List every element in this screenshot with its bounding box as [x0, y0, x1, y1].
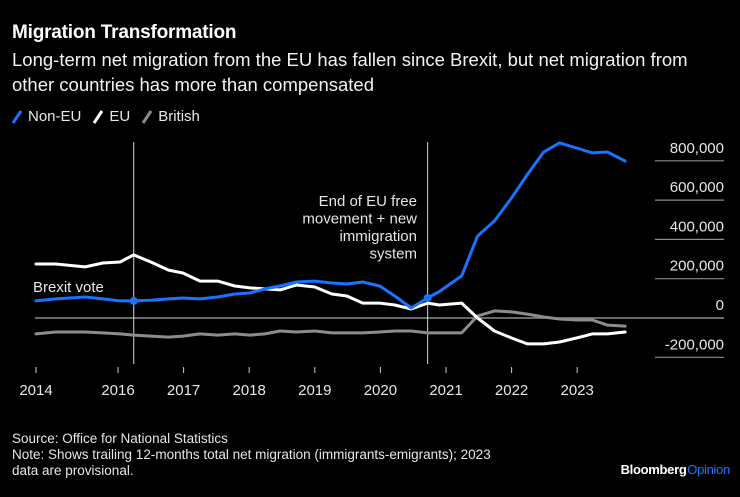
legend-item-eu: EU [93, 108, 130, 125]
series-line-british [34, 309, 627, 339]
y-tick-label: 800,000 [670, 140, 724, 157]
y-tick-label: 400,000 [670, 218, 724, 235]
x-tick-label: 2020 [364, 382, 397, 399]
legend-item-british: British [142, 108, 200, 125]
x-tick-label: 2019 [298, 382, 331, 399]
legend: Non-EU EU British [12, 108, 212, 125]
legend-item-non-eu: Non-EU [12, 108, 81, 125]
axis-labels: 800,000 600,000 400,000 200,000 0 -200,000 201… [19, 140, 724, 399]
y-tick-label: 0 [716, 297, 724, 314]
footnote-line-1: Note: Shows trailing 12-months total net… [12, 447, 491, 462]
x-tick-label: 2022 [495, 382, 528, 399]
x-tick-label: 2017 [167, 382, 200, 399]
series-line-non-eu [34, 141, 627, 310]
annotation-eu-free-movement-line: system [369, 246, 417, 263]
series-layer [34, 141, 627, 346]
y-tick-label: -200,000 [665, 336, 724, 353]
brand-accent: Opinion [687, 462, 730, 477]
legend-label-british: British [158, 108, 200, 125]
line-chart: 800,000 600,000 400,000 200,000 0 -200,000 201… [19, 140, 724, 399]
annotation-marker-2 [423, 293, 432, 302]
brand-main: Bloomberg [620, 462, 687, 477]
reference-lines [133, 142, 429, 364]
annotation-eu-free-movement-line: immigration [339, 228, 417, 245]
y-tick-label: 200,000 [670, 258, 724, 275]
x-tick-label: 2016 [101, 382, 134, 399]
footer: Source: Office for National Statistics N… [12, 431, 491, 479]
chart-title: Migration Transformation [12, 22, 237, 43]
brand-logo: Bloomberg Opinion [620, 462, 731, 477]
annotation-markers [129, 293, 432, 305]
legend-swatch-eu-icon [93, 109, 104, 124]
legend-swatch-non-eu-icon [12, 109, 22, 124]
legend-label-eu: EU [109, 108, 131, 125]
footnote-line-2: data are provisional. [12, 463, 134, 478]
source-note: Source: Office for National Statistics [12, 431, 228, 446]
legend-swatch-british-icon [142, 109, 153, 124]
x-tick-label: 2023 [561, 382, 594, 399]
annotation-eu-free-movement-line: movement + new [302, 211, 417, 228]
series-line-eu [34, 253, 627, 346]
x-tick-label: 2014 [19, 382, 52, 399]
annotation-brexit-vote: Brexit vote [33, 279, 104, 296]
y-tick-label: 600,000 [670, 179, 724, 196]
annotation-marker-1 [129, 296, 138, 305]
chart-subtitle: Long-term net migration from the EU has … [12, 49, 688, 95]
x-tick-label: 2021 [429, 382, 462, 399]
legend-label-non-eu: Non-EU [28, 108, 82, 125]
x-tick-label: 2018 [233, 382, 266, 399]
annotation-eu-free-movement-line: End of EU free [319, 193, 417, 210]
grid-layer [35, 160, 724, 373]
